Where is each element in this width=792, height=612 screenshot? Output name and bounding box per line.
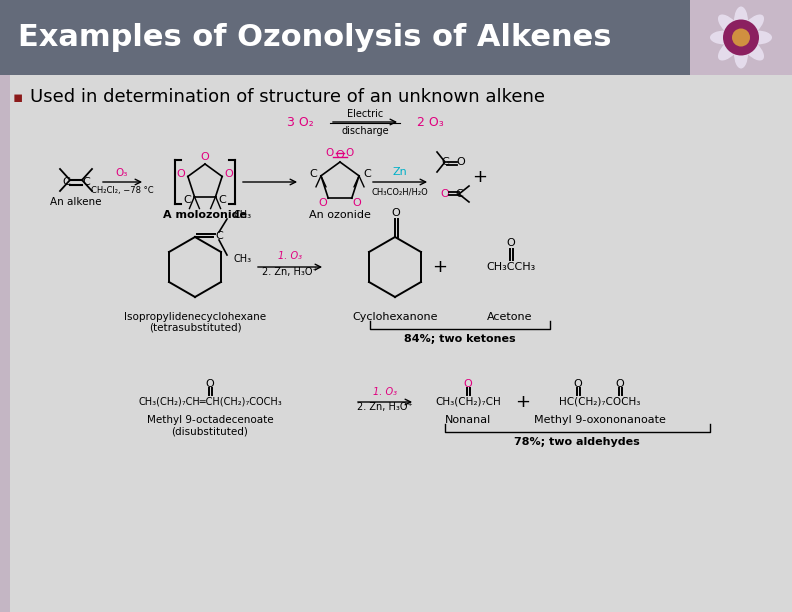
Text: O: O bbox=[573, 379, 582, 389]
Text: O: O bbox=[225, 170, 234, 179]
Text: O₃: O₃ bbox=[116, 168, 128, 178]
Text: O: O bbox=[206, 379, 215, 389]
Text: Examples of Ozonolysis of Alkenes: Examples of Ozonolysis of Alkenes bbox=[18, 23, 611, 52]
Text: (disubstituted): (disubstituted) bbox=[172, 426, 249, 436]
Text: Isopropylidenecyclohexane: Isopropylidenecyclohexane bbox=[124, 312, 266, 322]
Text: O: O bbox=[200, 152, 209, 162]
Text: C: C bbox=[455, 189, 463, 199]
Ellipse shape bbox=[734, 39, 748, 69]
Text: O: O bbox=[319, 198, 328, 208]
Text: HC(CH₂)₇COCH₃: HC(CH₂)₇COCH₃ bbox=[559, 397, 641, 407]
Text: Used in determination of structure of an unknown alkene: Used in determination of structure of an… bbox=[30, 88, 545, 106]
Text: C: C bbox=[215, 231, 223, 241]
Ellipse shape bbox=[710, 31, 740, 45]
Text: A molozonide: A molozonide bbox=[163, 210, 247, 220]
Text: Methyl 9-octadecenoate: Methyl 9-octadecenoate bbox=[147, 415, 273, 425]
Text: 1. O₃: 1. O₃ bbox=[373, 387, 397, 397]
Text: 1. O₃: 1. O₃ bbox=[278, 251, 302, 261]
Text: O: O bbox=[391, 208, 401, 218]
Text: 3 O₂: 3 O₂ bbox=[287, 116, 314, 129]
Text: O: O bbox=[457, 157, 466, 167]
Text: (tetrasubstituted): (tetrasubstituted) bbox=[149, 323, 242, 333]
Text: O: O bbox=[615, 379, 624, 389]
Text: 2. Zn, H₃O⁺: 2. Zn, H₃O⁺ bbox=[262, 267, 318, 277]
Bar bbox=[0, 75, 10, 612]
Text: CH₃(CH₂)₇CH═CH(CH₂)₇COCH₃: CH₃(CH₂)₇CH═CH(CH₂)₇COCH₃ bbox=[138, 397, 282, 407]
Text: O: O bbox=[507, 238, 516, 248]
Ellipse shape bbox=[718, 37, 741, 61]
Circle shape bbox=[732, 29, 750, 47]
Ellipse shape bbox=[734, 7, 748, 37]
Circle shape bbox=[723, 20, 759, 56]
Text: CH₃(CH₂)₇CH: CH₃(CH₂)₇CH bbox=[435, 397, 501, 407]
Text: CH₃: CH₃ bbox=[233, 254, 251, 264]
Text: O: O bbox=[463, 379, 472, 389]
Text: Cyclohexanone: Cyclohexanone bbox=[352, 312, 438, 322]
Text: 84%; two ketones: 84%; two ketones bbox=[404, 334, 516, 344]
Text: Methyl 9-oxononanoate: Methyl 9-oxononanoate bbox=[534, 415, 666, 425]
Text: O: O bbox=[440, 189, 449, 199]
Text: O: O bbox=[352, 198, 361, 208]
Text: C: C bbox=[309, 169, 317, 179]
Text: C: C bbox=[62, 177, 70, 187]
Text: C: C bbox=[364, 169, 371, 179]
Text: ▪: ▪ bbox=[13, 89, 23, 105]
Text: +: + bbox=[473, 168, 488, 186]
Bar bbox=[0, 0, 792, 75]
Text: C: C bbox=[219, 195, 227, 204]
Text: +: + bbox=[432, 258, 447, 276]
Text: Zn: Zn bbox=[393, 167, 407, 177]
Text: CH₃CCH₃: CH₃CCH₃ bbox=[486, 262, 535, 272]
Text: O: O bbox=[336, 150, 345, 160]
Text: discharge: discharge bbox=[341, 126, 389, 136]
Text: C: C bbox=[441, 157, 449, 167]
Text: CH₃CO₂H/H₂O: CH₃CO₂H/H₂O bbox=[371, 187, 428, 196]
Text: +: + bbox=[516, 393, 531, 411]
Ellipse shape bbox=[742, 31, 772, 45]
Text: CH₃: CH₃ bbox=[233, 210, 251, 220]
Text: Electric: Electric bbox=[347, 109, 383, 119]
Text: 78%; two aldehydes: 78%; two aldehydes bbox=[514, 437, 640, 447]
Text: O: O bbox=[177, 170, 185, 179]
Text: 2 O₃: 2 O₃ bbox=[417, 116, 444, 129]
Text: C: C bbox=[82, 177, 89, 187]
Text: An ozonide: An ozonide bbox=[309, 210, 371, 220]
Ellipse shape bbox=[741, 37, 764, 61]
Bar bbox=[690, 0, 792, 75]
Text: O: O bbox=[346, 148, 354, 158]
Text: Nonanal: Nonanal bbox=[445, 415, 491, 425]
Text: CH₂Cl₂, −78 °C: CH₂Cl₂, −78 °C bbox=[91, 187, 154, 195]
Bar bbox=[0, 75, 792, 612]
Text: C: C bbox=[184, 195, 192, 204]
Text: An alkene: An alkene bbox=[50, 197, 101, 207]
Text: O: O bbox=[326, 148, 334, 158]
Text: 2. Zn, H₃O⁺: 2. Zn, H₃O⁺ bbox=[357, 402, 413, 412]
Ellipse shape bbox=[718, 15, 741, 38]
Text: Acetone: Acetone bbox=[487, 312, 533, 322]
Ellipse shape bbox=[741, 15, 764, 38]
